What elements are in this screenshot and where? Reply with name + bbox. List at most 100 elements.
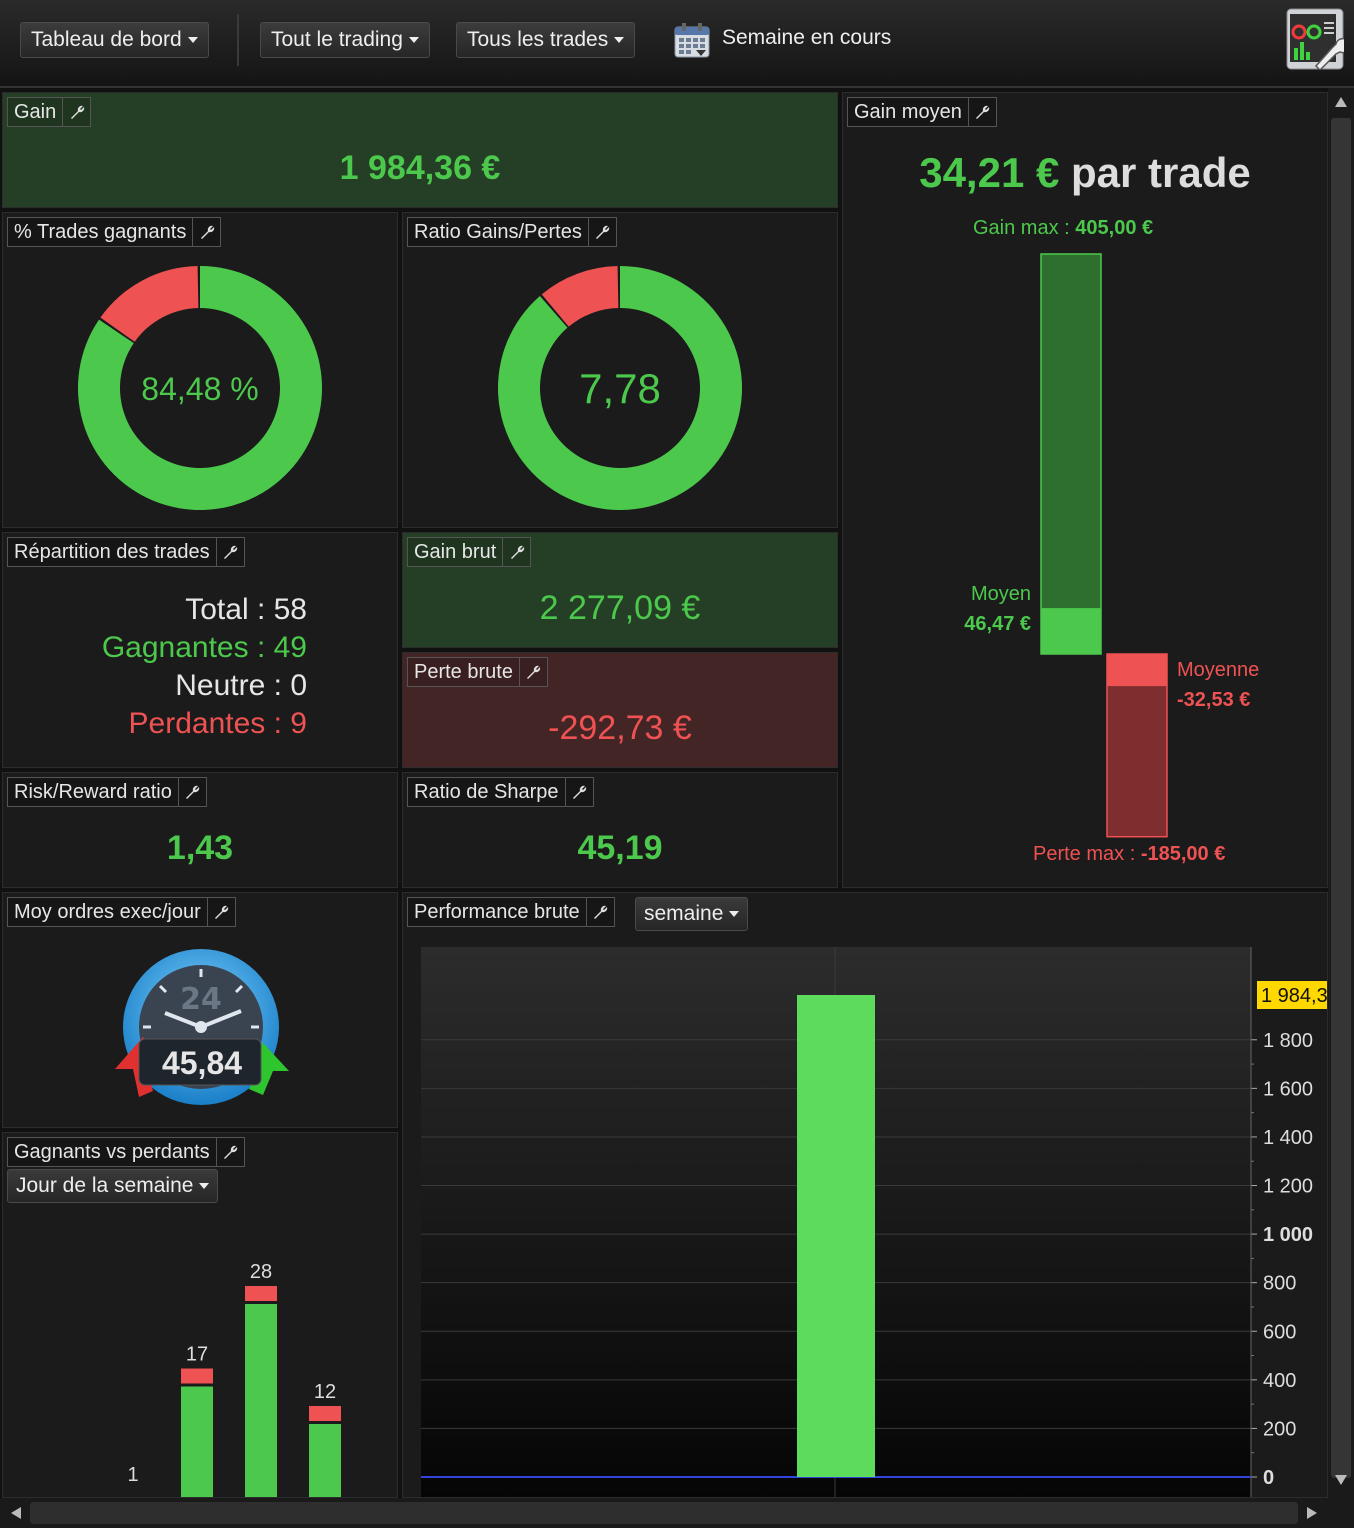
wrench-icon[interactable]	[585, 898, 614, 926]
trades-dropdown-label: Tous les trades	[467, 28, 609, 51]
wrench-icon[interactable]	[967, 98, 996, 126]
wrench-icon[interactable]	[518, 658, 547, 686]
gross-gain-panel: Gain brut 2 277,09 €	[402, 532, 838, 648]
win-pct-value: 84,48 %	[141, 371, 259, 407]
toolbar-separator	[237, 14, 239, 66]
wrench-icon[interactable]	[502, 538, 530, 566]
dashboard-dropdown[interactable]: Tableau de bord	[20, 22, 209, 58]
scroll-up-icon[interactable]	[1329, 90, 1353, 114]
neutral-trades: Neutre : 0	[175, 669, 307, 702]
avg-gain-suffix: par trade	[1071, 149, 1251, 196]
performance-period-dropdown[interactable]: semaine	[635, 897, 749, 931]
wrench-icon[interactable]	[177, 778, 206, 806]
win-pct-donut-svg	[77, 266, 322, 510]
last-value-marker	[1257, 981, 1327, 1009]
max-gain-label: Gain max :	[973, 217, 1070, 239]
win-pct-panel: % Trades gagnants 84,48 %	[2, 212, 398, 528]
gain-panel: Gain 1 984,36 €	[2, 92, 838, 208]
avg-gain-value: 34,21 €	[919, 149, 1060, 196]
risk-reward-title-label: Risk/Reward ratio	[14, 781, 172, 803]
risk-reward-panel: Risk/Reward ratio 1,43	[2, 772, 398, 888]
avg-win-value: 46,47 €	[964, 613, 1031, 635]
avg-loss-label: Moyenne	[1177, 659, 1260, 681]
trades-dropdown[interactable]: Tous les trades	[456, 22, 636, 58]
ratio-gp-donut-svg	[498, 266, 742, 510]
dashboard-settings-icon[interactable]	[1286, 8, 1344, 70]
donut-win-segment	[77, 266, 322, 510]
horizontal-scrollbar[interactable]	[0, 1498, 1354, 1528]
orders-per-day-title: Moy ordres exec/jour	[7, 897, 236, 927]
chevron-down-icon	[408, 37, 419, 44]
calendar-icon[interactable]	[672, 20, 712, 60]
max-gain-value: 405,00 €	[1075, 217, 1154, 239]
trading-dropdown-label: Tout le trading	[271, 28, 403, 51]
ratio-gp-donut: 7,78	[403, 263, 837, 523]
orders-per-day-panel: Moy ordres exec/jour 24 45,84	[2, 892, 398, 1128]
sharpe-value: 45,19	[577, 829, 663, 867]
gross-loss-title: Perte brute	[407, 657, 548, 687]
avg-gain-title: Gain moyen	[847, 97, 997, 127]
performance-panel: Performance brute semaine 0 200 400 600 800 1…	[402, 892, 1328, 1498]
ratio-gp-title-label: Ratio Gains/Pertes	[414, 221, 582, 243]
wrench-icon[interactable]	[215, 1138, 244, 1166]
winning-trades: Gagnantes : 49	[101, 631, 307, 664]
gain-value: 1 984,36 €	[339, 149, 501, 187]
grouping-dropdown[interactable]: Jour de la semaine	[7, 1169, 219, 1203]
y-tick-label: 400	[1263, 1370, 1296, 1392]
bar-total-label: 12	[314, 1381, 336, 1403]
sharpe-title-label: Ratio de Sharpe	[414, 781, 559, 803]
horizontal-scroll-thumb[interactable]	[30, 1502, 1298, 1524]
wrench-icon[interactable]	[587, 218, 616, 246]
losers-bar	[245, 1286, 277, 1301]
bar-total-label: 1	[127, 1464, 138, 1486]
performance-chart: 0 200 400 600 800 1 000 1 200 1 400 1 600 1 800 1 …	[421, 947, 1328, 1497]
max-gain-bar	[1040, 253, 1102, 655]
last-value-label: 1 984,36	[1261, 985, 1328, 1007]
repartition-panel: Répartition des trades Total : 58 Gagnan…	[2, 532, 398, 768]
wrench-icon[interactable]	[62, 98, 90, 126]
y-tick-label: 200	[1263, 1418, 1296, 1440]
scroll-down-icon[interactable]	[1329, 1468, 1353, 1492]
wrench-icon[interactable]	[215, 538, 244, 566]
avg-win-bar	[1041, 608, 1101, 654]
gain-title-label: Gain	[14, 101, 57, 123]
winners-losers-title-label: Gagnants vs perdants	[14, 1141, 210, 1163]
wrench-icon[interactable]	[206, 898, 235, 926]
wrench-icon[interactable]	[564, 778, 593, 806]
donut-loss-segment	[541, 266, 619, 327]
bar-total-label: 17	[186, 1344, 208, 1366]
scroll-left-icon[interactable]	[4, 1501, 28, 1525]
ratio-gp-value: 7,78	[579, 365, 661, 412]
gross-loss-title-label: Perte brute	[414, 661, 513, 683]
scroll-right-icon[interactable]	[1300, 1501, 1324, 1525]
toolbar: Tableau de bord Tout le trading Tous les…	[0, 0, 1354, 88]
avg-loss-block: Moyenne -32,53 €	[1177, 655, 1259, 715]
trading-dropdown[interactable]: Tout le trading	[260, 22, 430, 58]
donut-loss-segment	[100, 266, 199, 342]
avg-gain-headline: 34,21 € par trade	[843, 149, 1327, 197]
total-trades: Total : 58	[185, 593, 307, 626]
y-tick-label: 0	[1263, 1467, 1274, 1489]
losing-trades: Perdantes : 9	[128, 707, 307, 740]
winners-losers-title: Gagnants vs perdants	[7, 1137, 245, 1167]
vertical-scrollbar[interactable]	[1328, 88, 1354, 1498]
vertical-scroll-thumb[interactable]	[1331, 118, 1351, 1478]
y-tick-label: 1 200	[1263, 1176, 1313, 1198]
grouping-label: Jour de la semaine	[16, 1174, 194, 1197]
win-pct-title-label: % Trades gagnants	[14, 221, 187, 243]
max-gain-line: Gain max : 405,00 €	[973, 217, 1153, 240]
chevron-down-icon	[187, 37, 198, 44]
avg-win-block: Moyen 46,47 €	[913, 579, 1031, 639]
orders-per-day-title-label: Moy ordres exec/jour	[14, 901, 201, 923]
avg-gain-panel: Gain moyen 34,21 € par trade Gain max : …	[842, 92, 1328, 888]
winners-bar	[245, 1304, 277, 1497]
wrench-icon[interactable]	[192, 218, 220, 246]
period-label[interactable]: Semaine en cours	[722, 26, 892, 49]
gross-loss-value: -292,73 €	[548, 709, 692, 747]
gain-title: Gain	[7, 97, 92, 127]
risk-reward-title: Risk/Reward ratio	[7, 777, 207, 807]
dashboard-dropdown-label: Tableau de bord	[31, 28, 182, 51]
win-pct-donut: 84,48 %	[3, 263, 397, 523]
gross-gain-title: Gain brut	[407, 537, 532, 567]
avg-loss-bar	[1107, 654, 1167, 687]
